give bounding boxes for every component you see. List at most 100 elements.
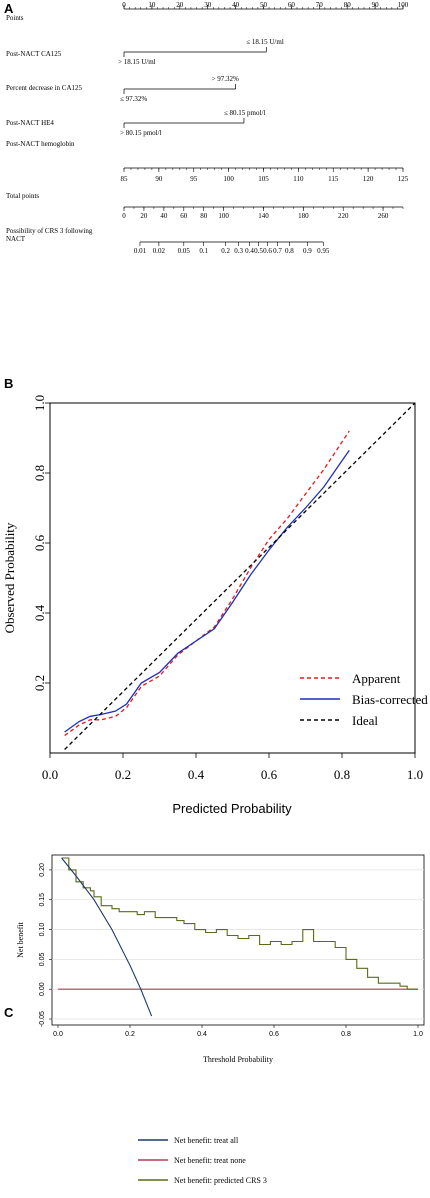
nomogram-row-label: Post-NACT CA125 — [6, 50, 62, 58]
nomogram-tick-label: 30 — [204, 1, 212, 9]
nomogram-tick-label: 110 — [293, 175, 304, 183]
decision-curve-x-tick-label: 0.8 — [341, 1031, 351, 1038]
nomogram-tick-label: 0.8 — [285, 247, 294, 255]
nomogram-tick-label: 0.01 — [134, 247, 147, 255]
calibration-x-tick-label: 0.4 — [188, 767, 205, 782]
nomogram-tick-label: 40 — [160, 212, 168, 220]
nomogram-tick-label: 60 — [288, 1, 296, 9]
nomogram-tick-label: 80 — [200, 212, 208, 220]
decision-curve-x-tick-label: 0.4 — [197, 1031, 207, 1038]
nomogram-tick-label: 0.2 — [221, 247, 230, 255]
decision-curve-series-line — [61, 857, 418, 990]
nomogram-level-label: > 80.15 pmol/l — [120, 129, 162, 137]
decision-curve-panel: C 0.0 0.2 0.4 0.6 0.8 1.0 -0.05 0.00 0.05 0.10 0.1… — [4, 854, 425, 1185]
decision-curve-legend-label: Net benefit: treat all — [174, 1136, 239, 1145]
calibration-x-tick-label: 0.0 — [42, 767, 58, 782]
nomogram-tick-label: 50 — [260, 1, 268, 9]
nomogram-tick-label: 0.95 — [317, 247, 330, 255]
nomogram-tick-label: 0.05 — [178, 247, 191, 255]
calibration-legend-label: Apparent — [352, 671, 401, 686]
nomogram-tick-label: 10 — [148, 1, 156, 9]
decision-curve-x-axis-title: Threshold Probability — [203, 1055, 273, 1064]
nomogram-tick-label: 220 — [338, 212, 349, 220]
decision-curve-legend: Net benefit: treat all Net benefit: treat… — [138, 1136, 267, 1185]
decision-curve-y-tick-label: -0.05 — [39, 1011, 46, 1027]
panel-a-label: A — [4, 1, 14, 16]
nomogram-tick-label: 0.1 — [199, 247, 208, 255]
nomogram-tick-label: 100 — [223, 175, 234, 183]
nomogram-tick-label: 0.4 — [245, 247, 254, 255]
calibration-legend: Apparent Bias-corrected Ideal — [300, 671, 428, 728]
nomogram-row-label: Total points — [6, 192, 39, 200]
calibration-x-tick-label: 0.6 — [261, 767, 278, 782]
nomogram-tick-label: 0.6 — [263, 247, 272, 255]
calibration-y-tick-label: 0.6 — [32, 534, 47, 551]
calibration-legend-label: Bias-corrected — [352, 692, 428, 707]
decision-curve-x-tick-label: 0.6 — [269, 1031, 279, 1038]
nomogram-tick-label: 120 — [363, 175, 374, 183]
calibration-y-tick-label: 0.8 — [32, 465, 47, 481]
nomogram-level-label: > 18.15 U/ml — [118, 58, 156, 66]
decision-curve-y-axis-title: Net benefit — [16, 921, 25, 958]
decision-curve-y-tick-label: 0.05 — [39, 952, 46, 966]
panel-c-label: C — [4, 1005, 14, 1020]
decision-curve-x-tick-label: 1.0 — [413, 1031, 423, 1038]
nomogram-tick-label: 140 — [258, 212, 269, 220]
decision-curve-x-tick-label: 0.2 — [125, 1031, 135, 1038]
nomogram-tick-label: 100 — [218, 212, 229, 220]
calibration-y-axis-title: Observed Probability — [2, 522, 17, 633]
nomogram-row-label: NACT — [6, 235, 26, 243]
decision-curve-x-tick-label: 0.0 — [53, 1031, 63, 1038]
nomogram-level-label: > 97.32% — [212, 75, 239, 83]
calibration-x-tick-label: 0.8 — [334, 767, 350, 782]
nomogram-tick-label: 70 — [316, 1, 324, 9]
nomogram-tick-label: 125 — [398, 175, 409, 183]
decision-curve-y-tick-label: 0.10 — [39, 923, 46, 937]
nomogram-tick-label: 80 — [344, 1, 352, 9]
decision-curve-y-tick-label: 0.00 — [39, 982, 46, 996]
nomogram-tick-label: 0.3 — [234, 247, 243, 255]
nomogram-tick-label: 180 — [298, 212, 309, 220]
nomogram-row-label: Percent decrease in CA125 — [6, 84, 82, 92]
calibration-y-tick-label: 0.4 — [32, 604, 47, 621]
calibration-series-line — [64, 402, 416, 750]
decision-curve-y-tick-label: 0.15 — [39, 893, 46, 907]
nomogram-tick-label: 20 — [140, 212, 148, 220]
decision-curve-frame — [51, 854, 425, 1026]
nomogram-row-label: Possibility of CRS 3 following — [6, 227, 93, 235]
calibration-plot-frame — [49, 402, 416, 754]
calibration-x-tick-label: 0.2 — [115, 767, 131, 782]
nomogram-tick-label: 90 — [372, 1, 380, 9]
nomogram-tick-label: 0 — [122, 212, 126, 220]
nomogram-tick-label: 260 — [378, 212, 389, 220]
nomogram-tick-label: 0.9 — [303, 247, 312, 255]
nomogram-tick-label: 95 — [190, 175, 198, 183]
nomogram-tick-label: 40 — [232, 1, 240, 9]
decision-curve-y-tick-label: 0.20 — [39, 863, 46, 877]
nomogram-panel: A Points 0 10 20 30 40 50 60 70 80 90 100 Post-NACT … — [4, 1, 409, 255]
panel-b-label: B — [4, 376, 13, 391]
nomogram-tick-label: 105 — [258, 175, 269, 183]
decision-curve-series-line — [61, 857, 153, 1017]
nomogram-tick-label: 0.02 — [153, 247, 166, 255]
decision-curve-legend-label: Net benefit: treat none — [174, 1156, 246, 1165]
nomogram-level-label: ≤ 97.32% — [120, 95, 147, 103]
calibration-y-tick-label: 1.0 — [32, 395, 47, 411]
nomogram-tick-label: 0.5 — [254, 247, 263, 255]
nomogram-tick-label: 0 — [122, 1, 126, 9]
decision-curve-legend-label: Net benefit: predicted CRS 3 — [174, 1176, 267, 1185]
nomogram-level-label: ≤ 80.15 pmol/l — [224, 109, 265, 117]
nomogram-tick-label: 100 — [398, 1, 409, 9]
calibration-x-tick-label: 1.0 — [407, 767, 423, 782]
nomogram-tick-label: 0.7 — [273, 247, 282, 255]
nomogram-tick-label: 60 — [180, 212, 188, 220]
calibration-series-line — [64, 430, 350, 737]
nomogram-tick-label: 20 — [176, 1, 184, 9]
nomogram-row-label: Post-NACT hemoglobin — [6, 140, 75, 148]
calibration-y-tick-label: 0.2 — [32, 675, 47, 691]
nomogram-tick-label: 90 — [155, 175, 163, 183]
nomogram-level-label: ≤ 18.15 U/ml — [246, 38, 284, 46]
nomogram-tick-label: 115 — [328, 175, 339, 183]
nomogram-tick-label: 85 — [121, 175, 129, 183]
